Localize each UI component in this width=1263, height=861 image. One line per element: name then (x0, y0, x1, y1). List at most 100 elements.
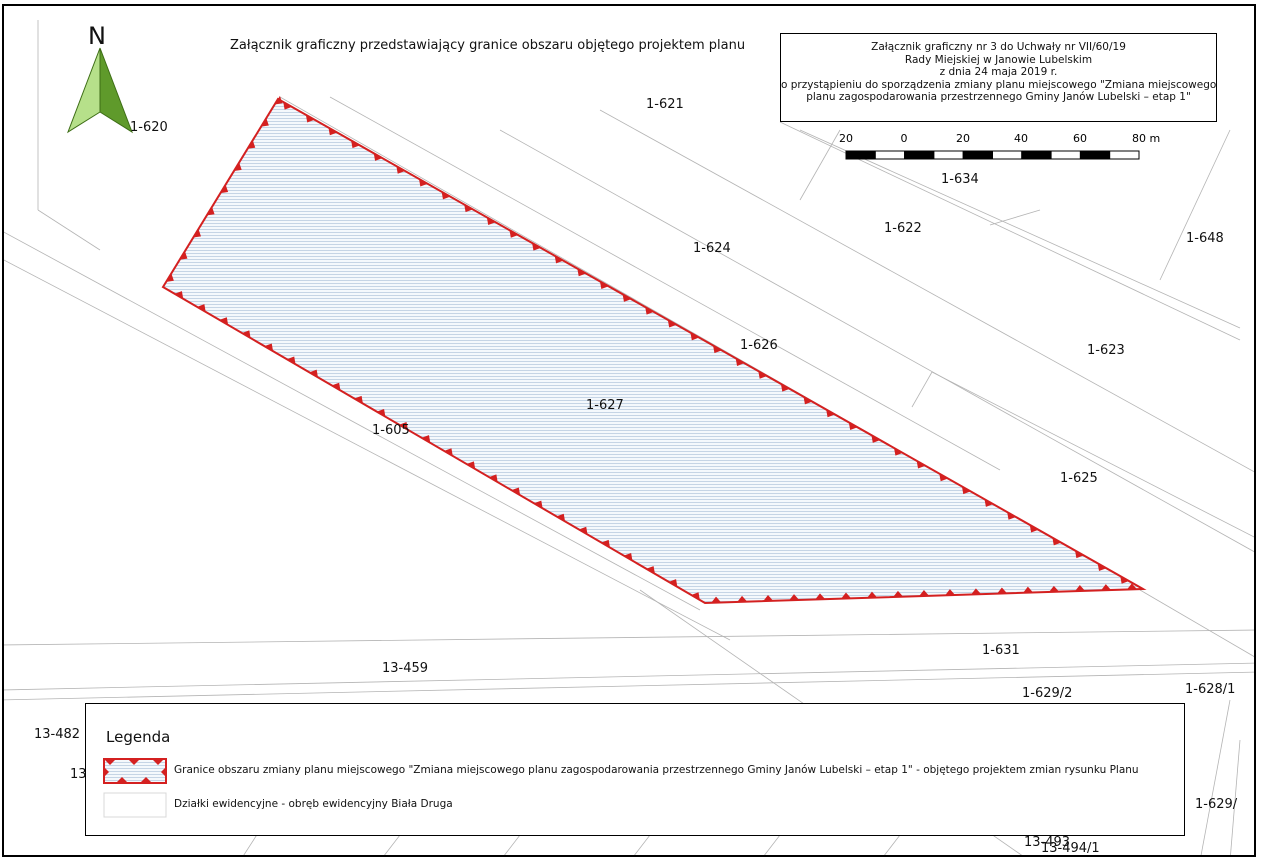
boundary-tick (220, 184, 229, 194)
boundary-tick (984, 499, 994, 507)
scale-segment (904, 150, 935, 160)
boundary-tick (997, 587, 1008, 594)
boundary-tick (466, 461, 476, 470)
parcel-label[interactable]: 1-620 (130, 120, 168, 135)
boundary-tick (351, 140, 360, 149)
north-label: N (88, 22, 106, 50)
boundary-tick (803, 396, 813, 405)
boundary-tick (763, 594, 774, 602)
parcel-label[interactable]: 1-627 (586, 398, 624, 413)
parcel-label[interactable]: 1-629/2 (1022, 686, 1073, 701)
boundary-tick (919, 589, 930, 597)
scale-label: 40 (1014, 132, 1028, 145)
boundary-tick (179, 251, 188, 260)
boundary-tick (421, 435, 431, 443)
boundary-tick (735, 358, 745, 366)
boundary-tick (193, 228, 201, 238)
boundary-tick (916, 460, 926, 469)
parcel-label[interactable]: 1-621 (646, 97, 684, 112)
boundary-tick (623, 552, 633, 561)
boundary-tick (599, 281, 609, 290)
boundary-tick (396, 166, 406, 174)
boundary-tick (1127, 583, 1138, 590)
boundary-tick (486, 217, 496, 225)
boundary-tick (354, 395, 363, 404)
scale-bar: 20 0 20 40 60 80 m (839, 132, 1160, 160)
parcel-label[interactable]: 13-459 (382, 661, 429, 676)
parcel-label[interactable]: 1-629/ (1195, 797, 1238, 812)
boundary-tick (826, 409, 835, 418)
boundary-tick (737, 595, 748, 602)
boundary-tick (871, 435, 881, 443)
boundary-tick (305, 114, 315, 123)
project-area-polygon[interactable] (161, 97, 1147, 605)
boundary-tick (945, 589, 956, 596)
parcel-label[interactable]: 13-482 (34, 727, 81, 742)
parcel-label[interactable]: 1-625 (1060, 471, 1098, 486)
boundary-tick (711, 596, 722, 603)
legend-swatch-boundary (103, 758, 167, 784)
parcel-label[interactable]: 13 (70, 767, 87, 782)
boundary-tick (1023, 586, 1034, 593)
boundary-tick (283, 101, 292, 110)
parcel-label[interactable]: 1-634 (941, 172, 979, 187)
info-line: Załącznik graficzny nr 3 do Uchwały nr V… (871, 41, 1126, 53)
boundary-tick (841, 592, 852, 599)
boundary-tick (1075, 585, 1086, 592)
parcel-label[interactable]: 1-622 (884, 221, 922, 236)
boundary-tick (511, 487, 521, 496)
info-line: z dnia 24 maja 2019 r. (939, 66, 1058, 78)
boundary-tick (815, 593, 826, 600)
boundary-tick (1029, 524, 1039, 533)
parcel-label[interactable]: 1-648 (1186, 231, 1224, 246)
boundary-tick (848, 422, 858, 431)
boundary-tick (780, 383, 790, 392)
parcel-label[interactable]: 1-626 (740, 338, 778, 353)
boundary-tick (264, 343, 274, 352)
boundary-tick (286, 356, 296, 365)
boundary-tick (206, 206, 215, 216)
boundary-tick (197, 304, 206, 312)
boundary-tick (893, 590, 904, 597)
boundary-tick (373, 153, 383, 161)
boundary-tick (668, 579, 678, 587)
boundary-tick (399, 422, 408, 430)
boundary-tick (578, 526, 588, 535)
scale-label: 20 (839, 132, 853, 145)
boundary-tick (1075, 550, 1084, 559)
parcel-label[interactable]: 1-624 (693, 241, 731, 256)
boundary-tick (533, 500, 543, 509)
boundary-tick (219, 317, 229, 325)
boundary-tick (645, 306, 654, 315)
boundary-tick (166, 273, 174, 282)
north-arrow-icon (67, 47, 133, 134)
info-line: o przystąpieniu do sporządzenia zmiany p… (781, 78, 1217, 91)
resolution-info-box: Załącznik graficzny nr 3 do Uchwały nr V… (780, 33, 1217, 122)
boundary-tick (328, 127, 338, 136)
parcel-label[interactable]: 1-631 (982, 643, 1020, 658)
boundary-tick (1007, 512, 1016, 520)
boundary-tick (691, 592, 700, 600)
parcel-label[interactable]: 13-493 (1024, 835, 1071, 850)
scale-segment (1050, 150, 1081, 160)
boundary-tick (556, 513, 566, 522)
boundary-tick (532, 242, 541, 251)
parcel-label[interactable]: 1-623 (1087, 343, 1125, 358)
boundary-tick (554, 255, 564, 264)
parcel-label[interactable]: 1-605 (372, 423, 410, 438)
boundary-tick (376, 408, 386, 417)
parcel-label[interactable]: 13-494/1 (1041, 841, 1100, 856)
boundary-tick (489, 474, 498, 483)
scale-segment (1021, 150, 1052, 160)
info-line: planu zagospodarowania przestrzennego Gm… (806, 91, 1191, 103)
info-line: Rady Miejskiej w Janowie Lubelskim (904, 53, 1093, 66)
boundary-tick (601, 539, 610, 548)
legend-title: Legenda (106, 728, 171, 746)
parcel-label[interactable]: 1-628/1 (1185, 682, 1236, 697)
map-title: Załącznik graficzny przedstawiający gran… (230, 38, 746, 53)
boundary-ticks (166, 95, 1138, 603)
boundary-tick (971, 588, 982, 595)
boundary-tick (509, 230, 519, 238)
legend-box: Legenda Granice obszaru zmiany planu mie… (85, 703, 1185, 836)
